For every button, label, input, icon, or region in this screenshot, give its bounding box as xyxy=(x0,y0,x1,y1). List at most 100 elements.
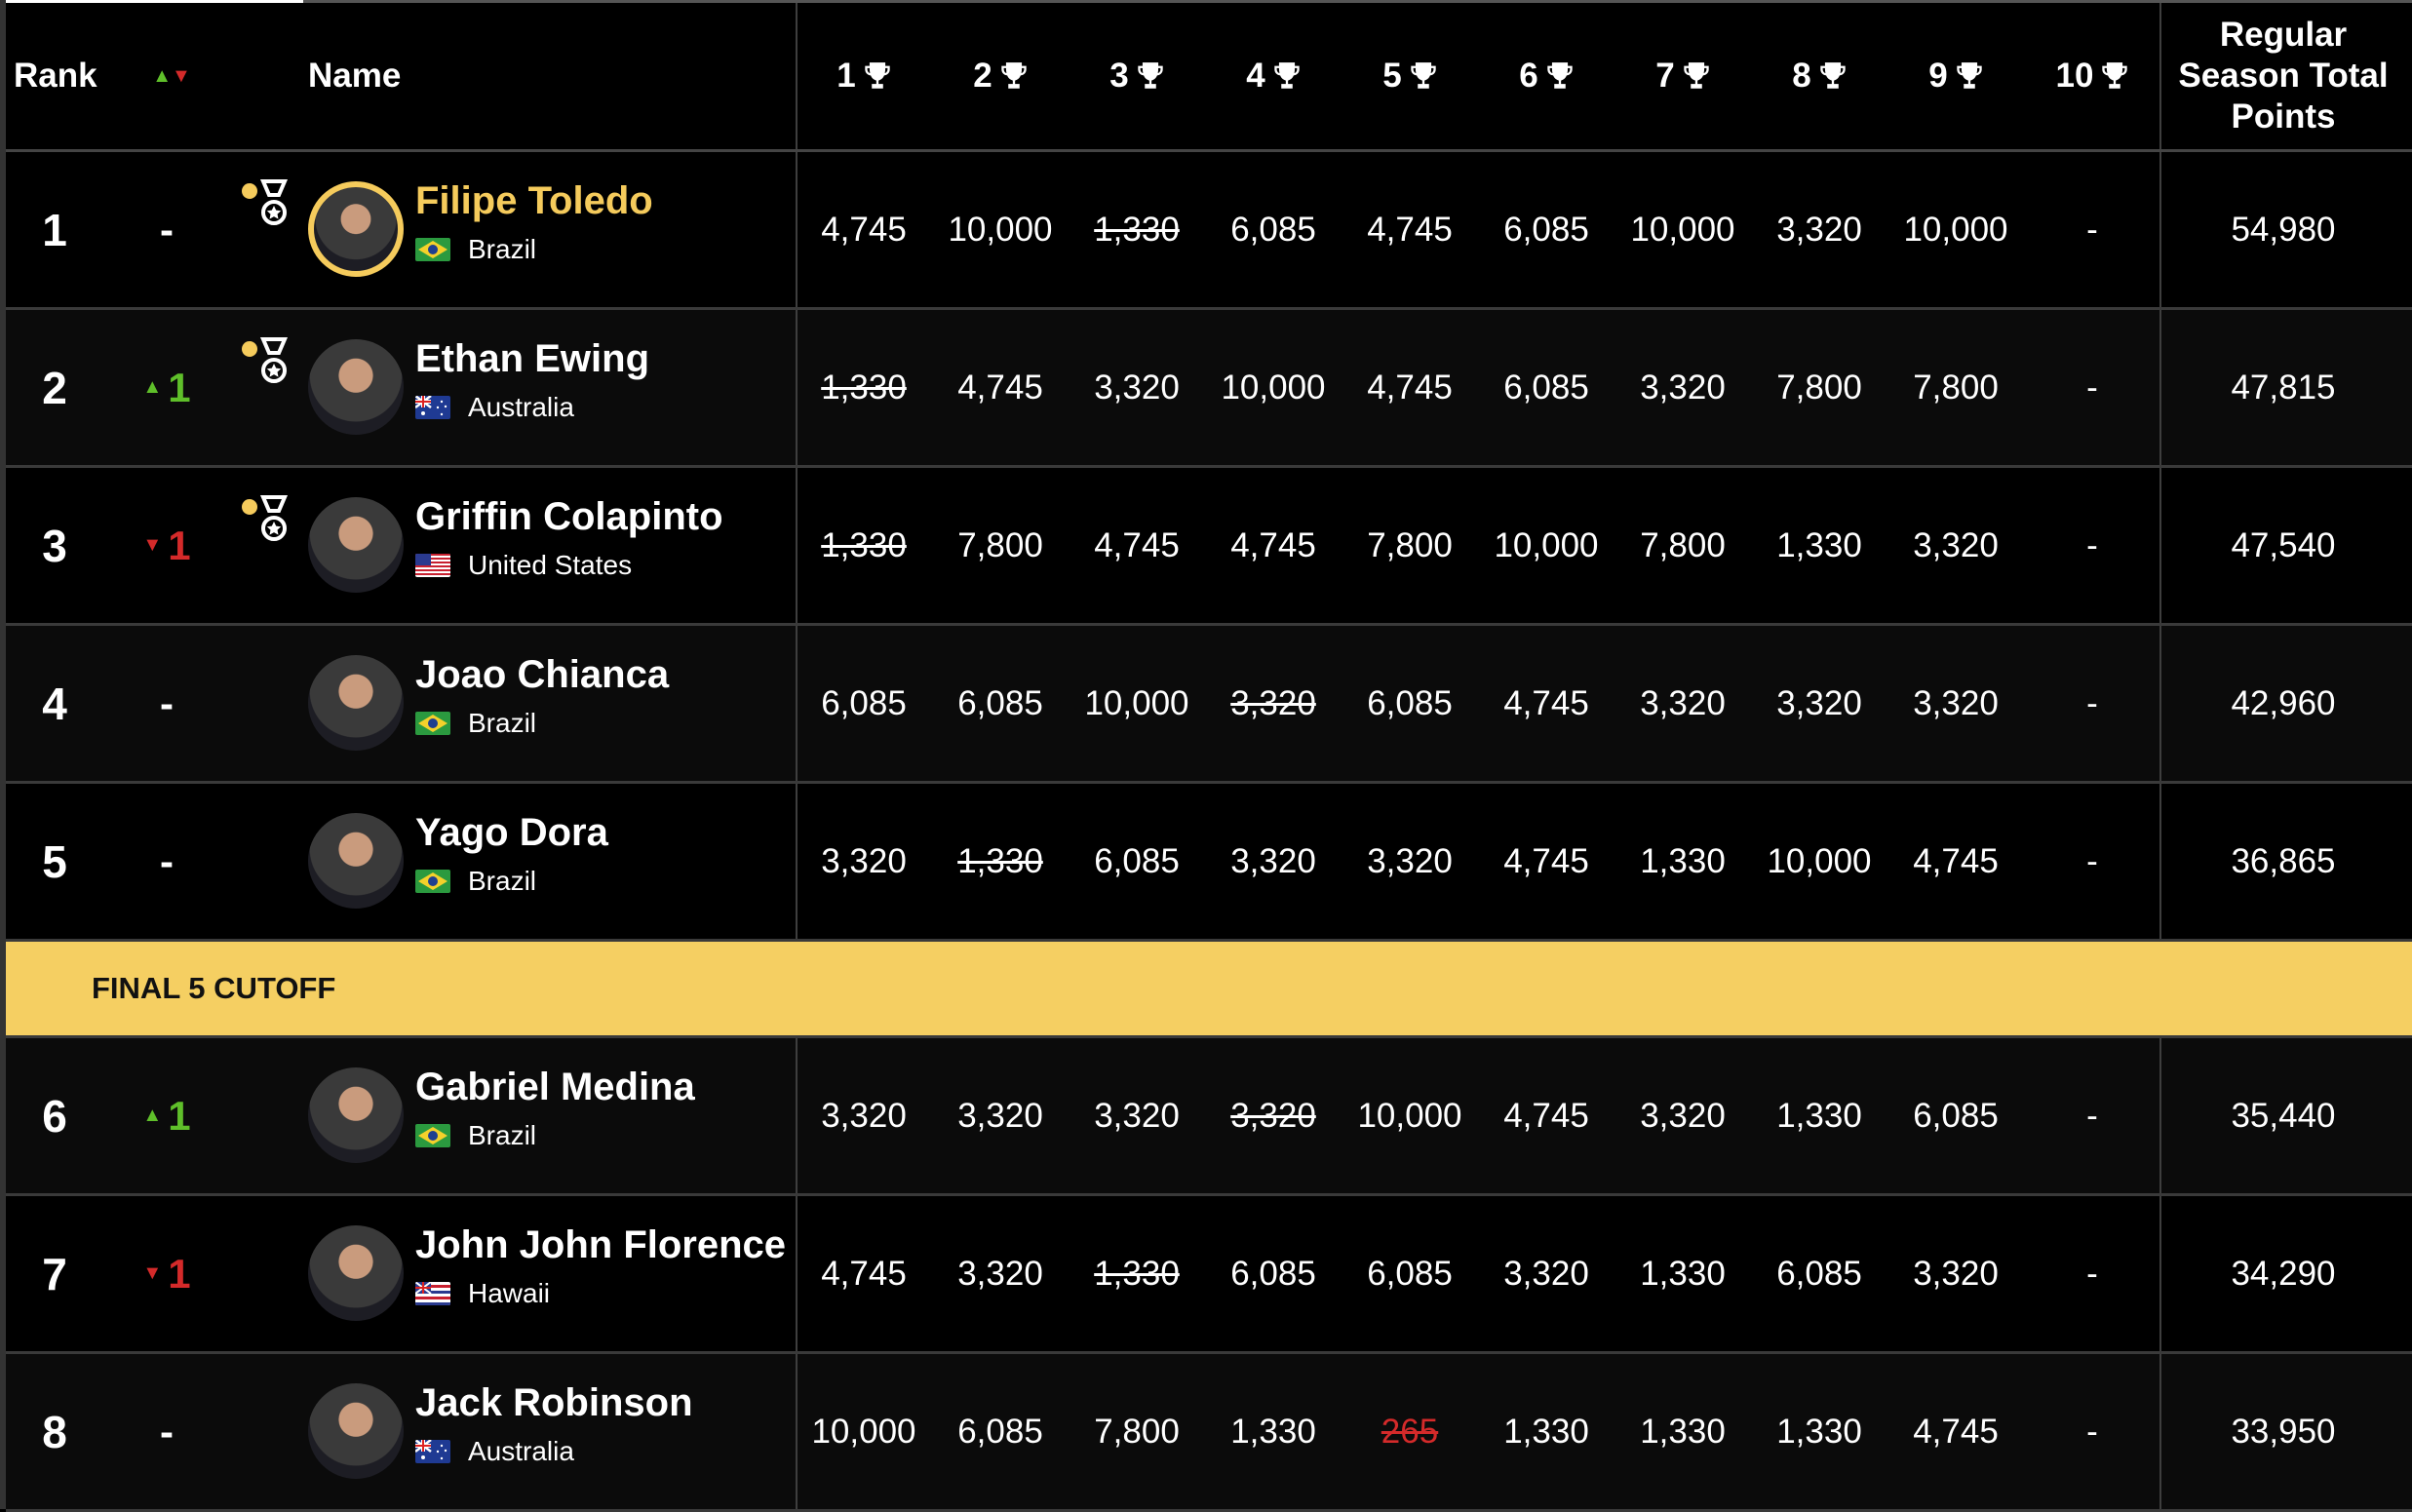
rank: 7 xyxy=(42,1248,67,1299)
medal-icon xyxy=(242,179,289,225)
table-row[interactable]: 4 - Joao Chianca Brazil 6,085 6,085 10,000… xyxy=(6,626,2412,784)
stage-number: 5 xyxy=(1382,57,1402,95)
down-triangle-icon: ▼ xyxy=(142,534,163,556)
stage-score: 10,000 xyxy=(1903,210,2008,249)
table-row[interactable]: 2 ▲ 1 Ethan Ewing Australia 1,330 4,745 3,3… xyxy=(6,310,2412,468)
rank-change-cell: ▼ 1 xyxy=(123,1196,211,1351)
stage-header-5[interactable]: 5 xyxy=(1342,3,1478,149)
stage-score: 3,320 xyxy=(821,1096,907,1135)
stage-header-4[interactable]: 4 xyxy=(1205,3,1342,149)
stage-header-6[interactable]: 6 xyxy=(1478,3,1614,149)
total-points: 47,540 xyxy=(2231,525,2336,564)
column-divider xyxy=(796,152,798,307)
stage-header-10[interactable]: 10 xyxy=(2024,3,2160,149)
avatar[interactable] xyxy=(308,1383,404,1479)
column-divider xyxy=(796,1038,798,1193)
stage-header-1[interactable]: 1 xyxy=(796,3,932,149)
stage-header-3[interactable]: 3 xyxy=(1069,3,1205,149)
stage-score: - xyxy=(2086,1096,2098,1135)
avatar[interactable] xyxy=(308,655,404,751)
surfer-name[interactable]: Joao Chianca xyxy=(415,653,670,696)
left-border xyxy=(0,0,6,1509)
surfer-name[interactable]: Gabriel Medina xyxy=(415,1066,695,1108)
stage-score: 4,745 xyxy=(1913,1412,1999,1451)
rank: 4 xyxy=(42,678,67,729)
stage-score: 4,745 xyxy=(1503,1096,1589,1135)
brazil-flag-icon xyxy=(415,712,450,735)
rank-change: 1 xyxy=(168,1092,191,1139)
stage-score: 6,085 xyxy=(1230,210,1316,249)
stage-score: 3,320 xyxy=(1640,1096,1726,1135)
rank-header[interactable]: Rank xyxy=(14,57,97,95)
trophy-icon xyxy=(1411,62,1436,89)
avatar[interactable] xyxy=(308,497,404,593)
country: Brazil xyxy=(415,234,536,265)
stage-score: 1,330 xyxy=(1094,210,1180,249)
rank-change-cell: ▲ 1 xyxy=(123,310,211,465)
stage-header-8[interactable]: 8 xyxy=(1751,3,1887,149)
table-row[interactable]: 6 ▲ 1 Gabriel Medina Brazil 3,320 3,320 3,3… xyxy=(6,1038,2412,1196)
name-header[interactable]: Name xyxy=(308,57,402,95)
column-divider xyxy=(796,468,798,623)
stage-score: 3,320 xyxy=(1094,368,1180,407)
trophy-icon xyxy=(1684,62,1709,89)
table-row[interactable]: 5 - Yago Dora Brazil 3,320 1,330 6,085 3,32… xyxy=(6,784,2412,942)
rank: 2 xyxy=(42,362,67,413)
stage-score: 6,085 xyxy=(957,683,1043,722)
total-header[interactable]: Regular Season Total Points xyxy=(2178,16,2389,136)
avatar[interactable] xyxy=(308,1225,404,1321)
country-name: United States xyxy=(468,550,633,580)
trophy-icon xyxy=(1820,62,1846,89)
column-divider xyxy=(2159,784,2161,939)
country: Brazil xyxy=(415,1120,536,1151)
stage-score: 4,745 xyxy=(957,368,1043,407)
stage-score: 3,320 xyxy=(1640,683,1726,722)
stage-score: 4,745 xyxy=(1230,525,1316,564)
stage-score: - xyxy=(2086,368,2098,407)
country-name: Australia xyxy=(468,1436,574,1466)
avatar[interactable] xyxy=(308,339,404,435)
stage-header-9[interactable]: 9 xyxy=(1887,3,2024,149)
table-row[interactable]: 7 ▼ 1 John John Florence Hawaii 4,745 3,32… xyxy=(6,1196,2412,1354)
stage-score: 10,000 xyxy=(948,210,1053,249)
surfer-name[interactable]: Ethan Ewing xyxy=(415,337,649,380)
stage-score: 10,000 xyxy=(1494,525,1599,564)
stage-score: 10,000 xyxy=(1221,368,1326,407)
stage-score: 3,320 xyxy=(1367,841,1453,880)
table-row[interactable]: 8 - Jack Robinson Australia 10,000 6,085 7… xyxy=(6,1354,2412,1512)
table-row[interactable]: 1 - Filipe Toledo Brazil 4,745 10,000 1,33… xyxy=(6,152,2412,310)
active-tab-indicator xyxy=(0,0,303,3)
stage-score: 3,320 xyxy=(1230,683,1316,722)
surfer-name[interactable]: Filipe Toledo xyxy=(415,179,653,222)
total-points: 42,960 xyxy=(2231,683,2336,722)
stage-score: 3,320 xyxy=(1913,525,1999,564)
up-triangle-icon: ▲ xyxy=(152,64,172,87)
surfer-name[interactable]: Jack Robinson xyxy=(415,1381,693,1424)
surfer-name[interactable]: Yago Dora xyxy=(415,811,608,854)
stage-score: 3,320 xyxy=(1230,841,1316,880)
stage-score: 1,330 xyxy=(1776,1412,1862,1451)
stage-score: 7,800 xyxy=(1913,368,1999,407)
stage-header-2[interactable]: 2 xyxy=(932,3,1069,149)
avatar[interactable] xyxy=(308,1067,404,1163)
stage-score: 4,745 xyxy=(1367,368,1453,407)
rank-change-sort[interactable]: ▲ ▼ xyxy=(142,3,201,149)
surfer-name[interactable]: John John Florence xyxy=(415,1223,787,1266)
surfer-name[interactable]: Griffin Colapinto xyxy=(415,495,723,538)
avatar[interactable] xyxy=(308,813,404,909)
stage-score: 3,320 xyxy=(821,841,907,880)
table-row[interactable]: 3 ▼ 1 Griffin Colapinto United States 1,3… xyxy=(6,468,2412,626)
avatar[interactable] xyxy=(308,181,404,277)
stage-number: 7 xyxy=(1655,57,1675,95)
rank-change: 1 xyxy=(168,364,191,410)
stage-number: 2 xyxy=(973,57,992,95)
australia-flag-icon xyxy=(415,1440,450,1463)
stage-score: 6,085 xyxy=(1367,683,1453,722)
rankings-table: Rank ▲ ▼ Name 1 2 3 4 5 6 7 8 9 10 Regular Season … xyxy=(6,3,2412,1512)
column-divider xyxy=(2159,1038,2161,1193)
stage-header-7[interactable]: 7 xyxy=(1614,3,1751,149)
stage-score: 3,320 xyxy=(957,1254,1043,1293)
column-divider xyxy=(2159,3,2161,149)
stage-number: 10 xyxy=(2055,57,2094,95)
column-divider xyxy=(796,1354,798,1509)
